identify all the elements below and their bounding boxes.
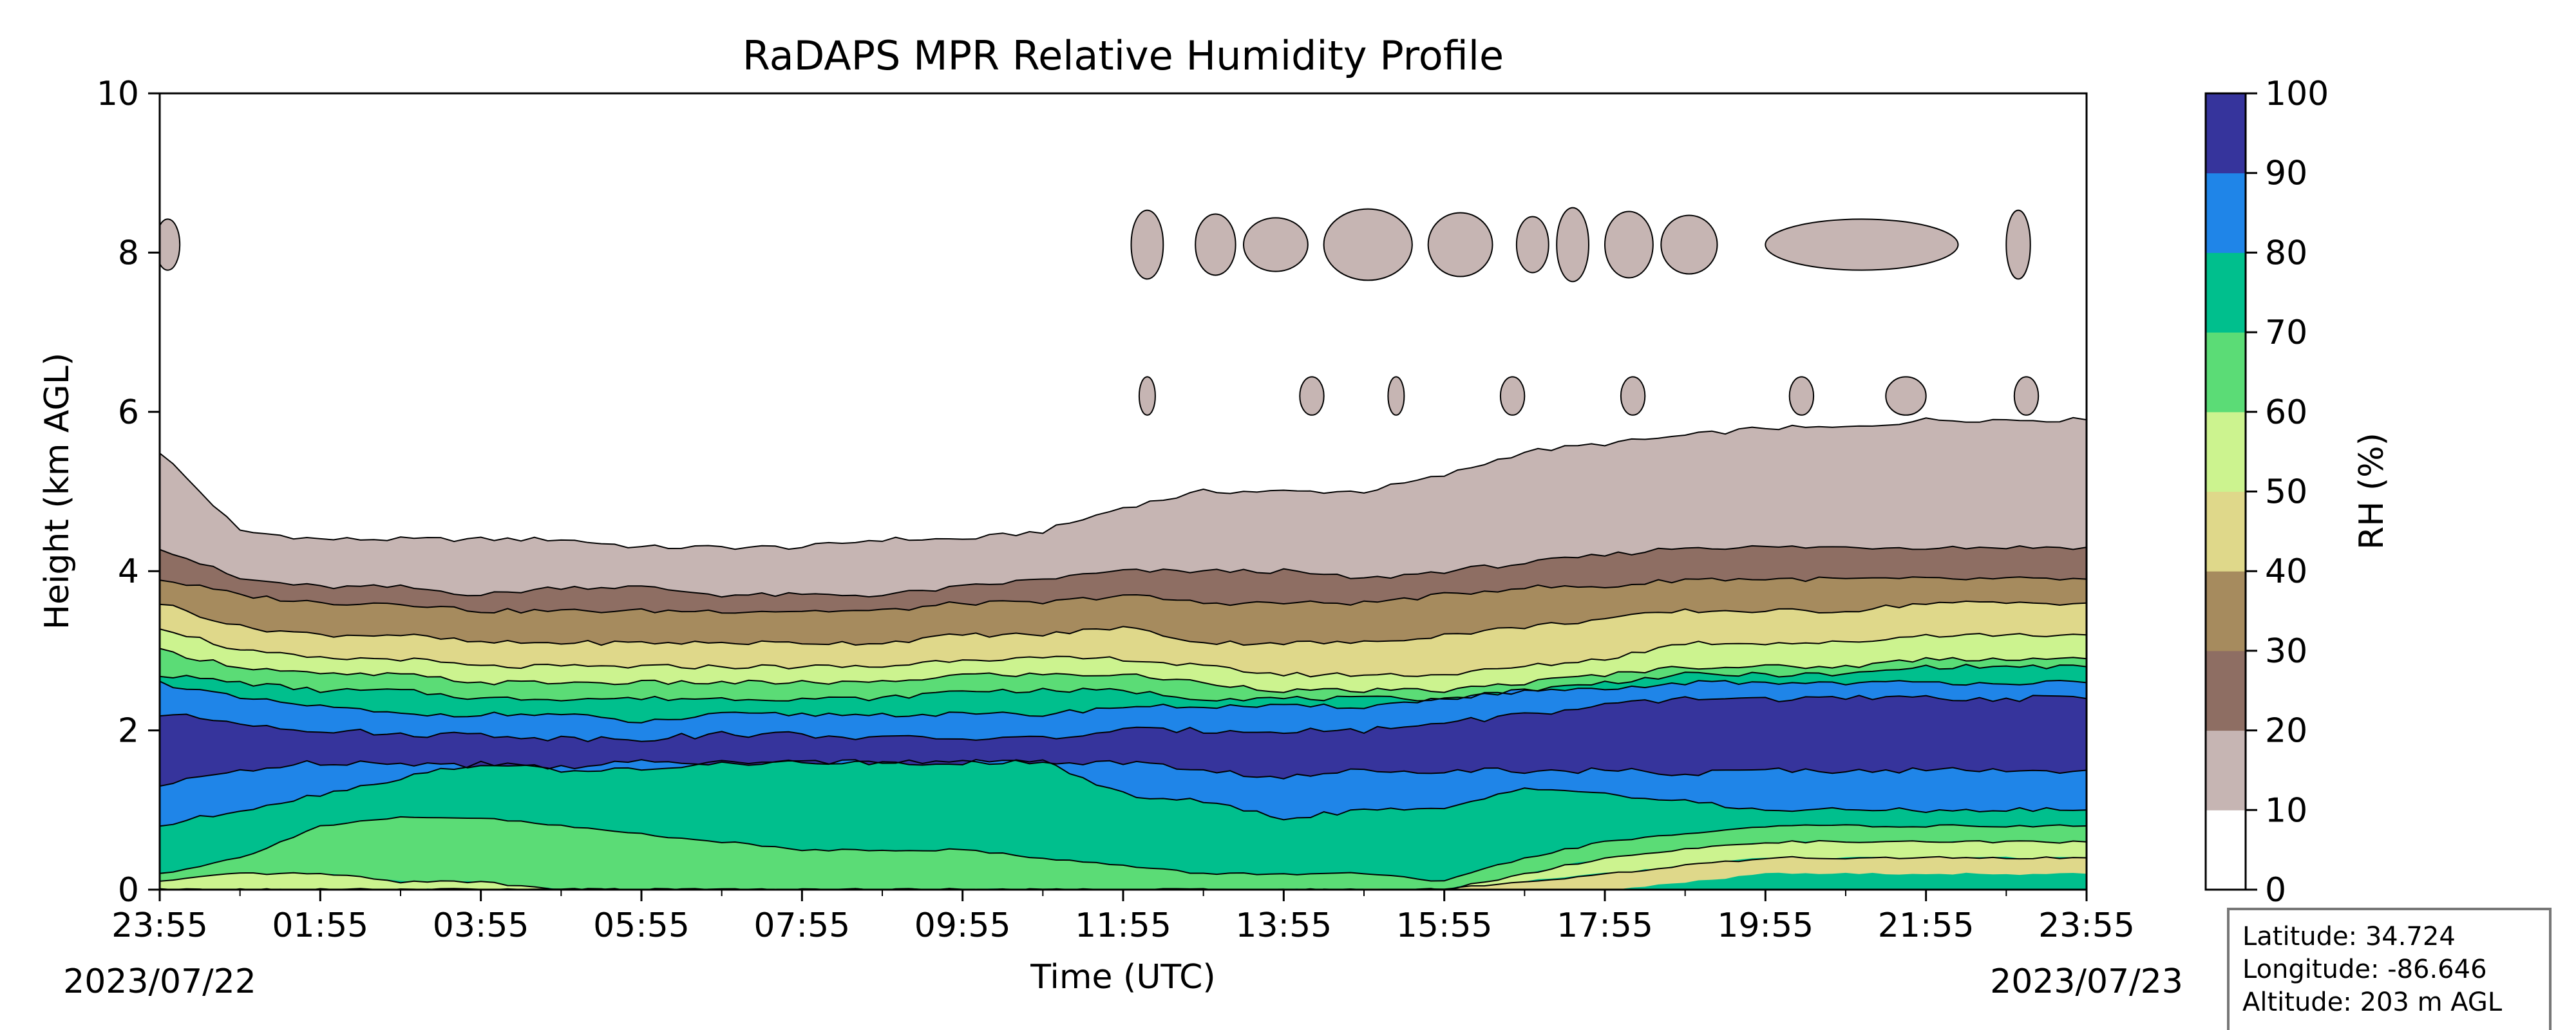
colorbar-swatch-50: [2206, 411, 2246, 492]
colorbar-swatch-30: [2206, 571, 2246, 651]
start-date-label: 2023/07/22: [63, 962, 256, 1001]
colorbar-tick-label: 80: [2265, 234, 2307, 272]
x-tick-label: 05:55: [593, 906, 690, 945]
colorbar: [2206, 93, 2246, 890]
x-tick-label: 21:55: [1878, 906, 1975, 945]
x-axis-label: Time (UTC): [1030, 958, 1215, 997]
upper-cloud-blob: [1660, 214, 1718, 275]
x-tick-label: 19:55: [1717, 906, 1814, 945]
colorbar-swatch-70: [2206, 252, 2246, 333]
contour-rh-90-bottom: [160, 758, 2087, 787]
x-tick-label: 23:55: [2038, 906, 2135, 945]
x-tick-label: 23:55: [111, 906, 208, 945]
colorbar-tick-label: 40: [2265, 552, 2307, 591]
chart-title: RaDAPS MPR Relative Humidity Profile: [743, 32, 1504, 79]
altitude-text: Altitude: 203 m AGL: [2242, 988, 2503, 1017]
contour-rh-70-bottom: [160, 816, 2087, 882]
colorbar-swatch-80: [2206, 173, 2246, 253]
longitude-text: Longitude: -86.646: [2242, 955, 2487, 984]
contour-rh-40: [160, 600, 2087, 646]
mid-cloud-blob: [2013, 376, 2040, 416]
mid-cloud-blob: [1885, 376, 1927, 416]
x-tick-label: 15:55: [1396, 906, 1493, 945]
upper-cloud-blob: [1130, 209, 1164, 280]
end-date-label: 2023/07/23: [1990, 962, 2183, 1001]
y-tick-label: 6: [118, 393, 139, 432]
x-tick-label: 07:55: [753, 906, 850, 945]
rh-band-60-low: [160, 816, 2087, 890]
y-tick-label: 0: [118, 871, 139, 910]
colorbar-swatch-60: [2206, 332, 2246, 413]
colorbar-swatch-0: [2206, 810, 2246, 890]
contour-fill-layer: [160, 207, 2087, 890]
y-tick-label: 4: [118, 552, 139, 591]
rh-band-50-low: [160, 840, 2087, 890]
contour-rh-80-bottom: [160, 759, 2087, 827]
contour-rh-10: [160, 417, 2087, 550]
colorbar-swatch-20: [2206, 650, 2246, 731]
y-tick-label: 8: [118, 234, 139, 272]
upper-cloud-blob: [1515, 216, 1549, 274]
upper-cloud-blob: [1765, 218, 1959, 271]
mid-cloud-blob: [1788, 376, 1815, 416]
x-tick-label: 11:55: [1075, 906, 1171, 945]
colorbar-tick-label: 50: [2265, 473, 2307, 512]
contour-rh-30: [160, 576, 2087, 614]
mid-cloud-blob: [1387, 376, 1405, 416]
colorbar-tick-label: 20: [2265, 712, 2307, 751]
colorbar-swatch-40: [2206, 491, 2246, 572]
contour-rh-50: [160, 628, 2087, 678]
upper-cloud-blob: [1195, 213, 1236, 276]
colorbar-tick-label: 10: [2265, 791, 2307, 830]
upper-cloud-blob: [1323, 208, 1413, 281]
colorbar-swatch-90: [2206, 93, 2246, 174]
y-tick-label: 2: [118, 712, 139, 751]
colorbar-swatch-10: [2206, 730, 2246, 810]
upper-cloud-blob: [1243, 217, 1309, 272]
colorbar-label: RH (%): [2353, 433, 2391, 550]
colorbar-tick-label: 30: [2265, 632, 2307, 671]
mid-cloud-blob: [1620, 376, 1646, 416]
station-info-box: Latitude: 34.724 Longitude: -86.646 Alti…: [2227, 908, 2552, 1030]
upper-cloud-blob: [1604, 211, 1654, 279]
mid-cloud-blob: [1499, 376, 1526, 416]
mid-cloud-blob: [1138, 376, 1156, 416]
rh-band-90: [160, 695, 2087, 787]
colorbar-tick-label: 90: [2265, 154, 2307, 193]
colorbar-tick-label: 70: [2265, 314, 2307, 352]
upper-cloud-blob: [1556, 207, 1590, 283]
x-tick-label: 17:55: [1557, 906, 1653, 945]
latitude-text: Latitude: 34.724: [2242, 922, 2456, 951]
colorbar-ticks: 0 10 20 30 40 50 60 70 80 90 100: [2246, 75, 2329, 910]
contour-rh-70: [160, 664, 2087, 702]
upper-cloud-blob: [2005, 209, 2031, 280]
rh-band-40-low: [160, 856, 2087, 890]
upper-cloud-blob: [1427, 212, 1493, 277]
colorbar-tick-label: 0: [2265, 871, 2286, 910]
x-tick-label: 03:55: [433, 906, 529, 945]
contour-rh-90-top: [160, 695, 2087, 742]
x-tick-label: 13:55: [1235, 906, 1332, 945]
x-axis-ticks: 23:55 01:55 03:55 05:55 07:55 09:55 11:55 13:55…: [111, 890, 2135, 945]
colorbar-tick-label: 100: [2265, 75, 2329, 113]
y-tick-label: 10: [97, 75, 139, 113]
colorbar-tick-label: 60: [2265, 393, 2307, 432]
x-tick-label: 09:55: [914, 906, 1011, 945]
contour-rh-20: [160, 545, 2087, 598]
x-tick-label: 01:55: [272, 906, 368, 945]
contour-rh-60: [160, 648, 2087, 693]
y-axis-ticks: 0 2 4 6 8 10: [97, 75, 160, 910]
mid-cloud-blob: [1299, 376, 1325, 416]
upper-cloud-blob: [160, 218, 181, 271]
y-axis-label: Height (km AGL): [38, 353, 77, 630]
contour-rh-80-top: [160, 679, 2087, 724]
